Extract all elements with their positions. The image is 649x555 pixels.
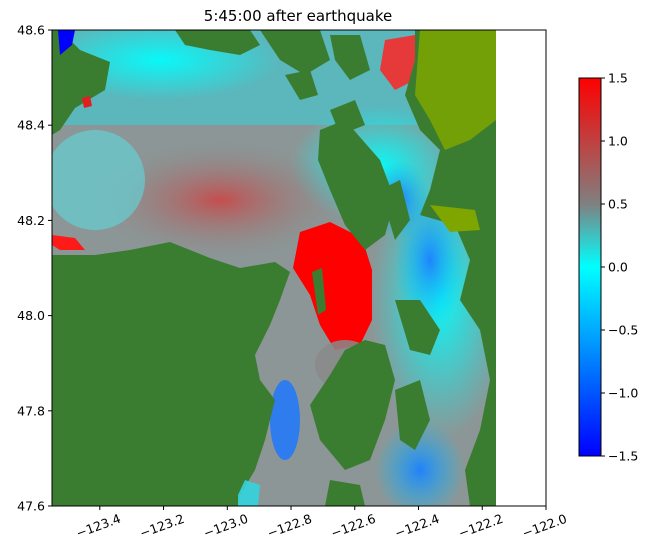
land-san-juan-1 bbox=[175, 30, 260, 55]
x-axis: −123.4 −123.2 −123.0 −122.8 −122.6 −122.4 −122… bbox=[74, 506, 569, 541]
y-tick-label: 48.2 bbox=[17, 213, 45, 228]
water-cyan-southwest bbox=[238, 480, 260, 506]
x-tick-label: −123.2 bbox=[138, 511, 187, 541]
land-san-juan-2 bbox=[260, 30, 330, 75]
land-kitsap-peninsula bbox=[310, 340, 395, 470]
y-tick-label: 48.4 bbox=[17, 118, 45, 133]
x-tick-label: −122.8 bbox=[265, 511, 314, 541]
land-whidbey-island bbox=[318, 120, 395, 250]
x-tick-label: −122.4 bbox=[393, 511, 442, 541]
x-tick-label: −122.0 bbox=[520, 511, 569, 541]
land-south-1 bbox=[325, 480, 365, 506]
map-layers bbox=[52, 30, 496, 506]
land-skagit-flats bbox=[415, 30, 496, 150]
land-bainbridge bbox=[395, 300, 440, 355]
y-tick-label: 48.6 bbox=[17, 23, 45, 38]
colorbar-tick-label: −1.0 bbox=[608, 386, 638, 401]
water-red-inlet bbox=[293, 222, 372, 350]
colorbar bbox=[578, 77, 602, 457]
land-snohomish-delta bbox=[430, 205, 480, 232]
axes-frame bbox=[51, 29, 547, 507]
x-tick-label: −123.4 bbox=[74, 511, 123, 541]
water-red-north bbox=[380, 35, 415, 90]
colorbar-tick-label: −0.5 bbox=[608, 323, 638, 338]
no-data-area bbox=[496, 30, 546, 506]
colorbar-tick-label: 0.0 bbox=[608, 260, 628, 275]
colorbar-tick-label: 0.5 bbox=[608, 197, 628, 212]
land-olympic-peninsula bbox=[52, 242, 290, 506]
water-red-strait bbox=[90, 140, 350, 260]
colorbar-tick-label: 1.5 bbox=[608, 71, 628, 86]
colorbar-tick-label: 1.0 bbox=[608, 134, 628, 149]
x-tick-label: −122.6 bbox=[329, 511, 378, 541]
water-blue-hood-canal bbox=[270, 380, 300, 460]
water-blue-south bbox=[375, 420, 465, 506]
y-tick-label: 47.8 bbox=[17, 403, 45, 418]
land-vancouver-island bbox=[52, 30, 110, 135]
y-axis: 47.6 47.8 48.0 48.2 48.4 48.6 bbox=[17, 23, 52, 514]
land-camano-island bbox=[380, 180, 410, 240]
x-tick-label: −123.0 bbox=[201, 511, 250, 541]
land-fidalgo-island bbox=[330, 100, 365, 135]
land-san-juan-3 bbox=[330, 35, 370, 80]
land-mainland-east bbox=[405, 30, 496, 506]
colorbar-axis: 1.5 1.0 0.5 0.0 −0.5 −1.0 −1.5 bbox=[601, 71, 638, 464]
plot-title: 5:45:00 after earthquake bbox=[204, 7, 392, 25]
colorbar-tick-label: −1.5 bbox=[608, 449, 638, 464]
water-blue-corner bbox=[58, 30, 75, 55]
water-cyan-west bbox=[52, 130, 145, 230]
land-san-juan-4 bbox=[285, 70, 318, 100]
x-tick-label: −122.2 bbox=[456, 511, 505, 541]
y-tick-label: 48.0 bbox=[17, 308, 45, 323]
water-red-west bbox=[52, 235, 85, 250]
y-tick-label: 47.6 bbox=[17, 499, 45, 514]
land-vashon bbox=[395, 380, 430, 450]
land-marrowstone bbox=[312, 268, 326, 315]
water-red-dot bbox=[82, 96, 92, 108]
